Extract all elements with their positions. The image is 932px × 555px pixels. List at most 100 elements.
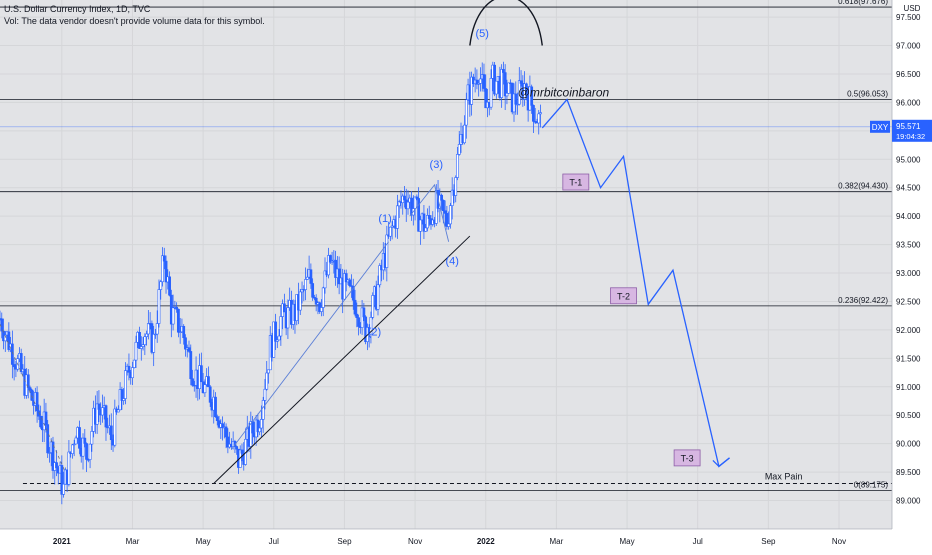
candle-body [261,400,265,420]
candle-body [3,334,7,342]
candle-body [72,443,76,446]
candle-body [493,64,496,95]
candle-body [62,483,65,495]
wave-line [231,241,389,450]
candle-body [226,436,230,448]
top-arc [469,0,543,46]
candle-body [267,369,270,374]
x-tick-label: May [619,537,634,546]
candle-body [109,425,113,441]
candle-body [282,303,286,313]
candle-body [104,405,108,428]
candle-body [124,370,127,399]
candle-body [530,86,534,106]
candle-body [355,313,359,318]
candle-body [500,69,504,98]
y-tick-label: 96.000 [896,98,921,107]
fib-level-label: 0.382(94.430) [838,182,888,191]
candle-body [390,225,394,228]
candle-body [463,124,466,144]
candle-body [12,364,16,368]
candle-body [484,88,488,109]
support-trendline [213,235,471,484]
candle-body [132,359,136,368]
symbol-tag-text: DXY [872,123,889,132]
x-tick-label: Sep [337,537,352,546]
candle-body [318,302,322,312]
candle-body [184,337,187,350]
candle-body [279,316,283,337]
candle-body [44,411,48,425]
candle-body [300,289,304,293]
candle-body [95,403,99,425]
target-box [610,287,637,305]
candle-body [424,227,428,232]
candle-body [304,279,307,290]
candle-body [298,291,302,311]
wave-label: (1) [378,213,391,225]
candle-body [422,213,426,232]
candle-body [378,265,382,286]
candle-body [48,452,51,454]
target-label: T-3 [681,453,694,463]
candle-body [396,205,399,229]
x-tick-label: Mar [550,537,564,546]
candle-body [83,437,87,444]
candle-body [26,374,30,388]
price-tag-value: 95.571 [896,122,921,131]
candle-body [101,407,104,416]
candle-body [97,403,101,410]
target-box [673,449,701,467]
target-box [562,173,590,191]
candle-body [426,215,429,229]
candle-body [177,308,180,333]
y-tick-label: 96.500 [896,70,921,79]
candle-body [0,318,4,332]
candle-body [503,72,507,97]
candle-body [343,273,346,300]
wave-label: (3) [430,159,443,171]
y-tick-label: 92.000 [896,326,921,335]
candle-body [122,398,126,401]
candle-body [116,409,120,413]
candle-body [258,427,262,433]
candle-body [127,365,131,373]
y-tick-label: 89.000 [896,497,921,506]
candle-body [189,351,193,380]
candle-body [440,194,443,201]
fib-level-label: 0(89.175) [854,481,889,490]
price-tag [892,119,932,142]
candle-body [445,213,449,227]
candle-body [164,260,168,283]
candle-body [337,268,341,285]
candle-body [265,372,269,390]
y-axis-unit: USD [904,4,921,13]
candle-body [139,346,143,349]
candle-body [152,333,156,353]
candle-body [161,255,164,283]
candle-body [235,446,239,450]
candle-body [215,416,219,421]
x-tick-label: Mar [126,537,140,546]
candle-body [323,270,327,289]
candle-body [51,441,55,471]
candle-body [539,112,542,115]
candle-body [351,286,355,301]
candle-body [353,299,357,315]
chart-title: U.S. Dollar Currency Index, 1D, TVC [4,4,151,14]
candle-body [146,323,150,335]
candle-body [457,144,461,155]
candle-body [397,201,401,207]
x-axis-panel [0,529,892,550]
candle-body [168,276,171,296]
candle-body [85,443,88,460]
candle-body [369,317,373,335]
y-tick-label: 90.500 [896,411,921,420]
candle-body [362,307,366,318]
candle-body [464,99,468,126]
y-tick-label: 93.000 [896,269,921,278]
candle-body [524,83,528,95]
candle-body [275,339,279,342]
